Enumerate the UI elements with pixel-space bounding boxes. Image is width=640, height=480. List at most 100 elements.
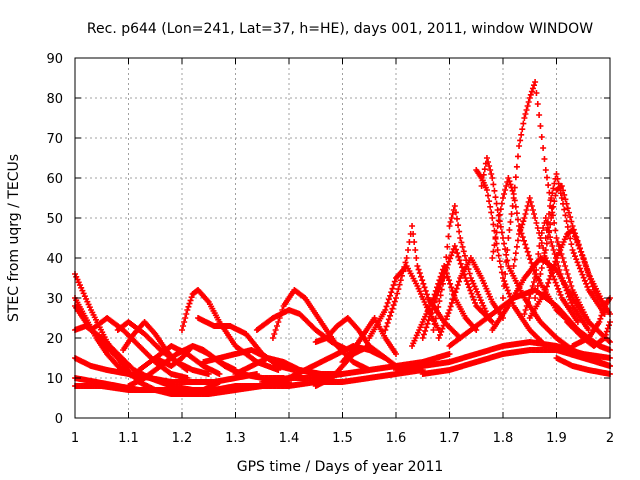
data-point (393, 351, 399, 357)
data-point (552, 227, 559, 234)
data-point (387, 312, 394, 319)
data-point (542, 167, 549, 173)
series-22 (312, 315, 373, 349)
data-point (419, 335, 426, 341)
data-point (402, 259, 409, 266)
data-point (453, 246, 460, 253)
data-point (432, 295, 439, 302)
data-point (512, 250, 519, 257)
data-point (184, 367, 191, 373)
data-point (491, 187, 498, 194)
data-point (506, 227, 513, 233)
data-point (519, 126, 526, 133)
data-point (543, 174, 550, 181)
data-point (445, 277, 452, 284)
x-tick-label: 1.7 (439, 431, 460, 446)
data-point (387, 292, 394, 299)
data-point (545, 182, 552, 189)
data-point (564, 271, 571, 277)
data-point (540, 145, 547, 151)
y-axis-title: STEC from uqrg / TECUs (6, 154, 22, 322)
data-point (464, 281, 471, 288)
data-point (553, 282, 560, 289)
data-point (448, 284, 455, 291)
data-point (512, 174, 519, 181)
data-point (579, 271, 586, 278)
data-point (529, 85, 536, 92)
data-point (383, 303, 390, 310)
data-point (431, 299, 438, 306)
data-point (485, 192, 492, 199)
data-point (453, 285, 460, 292)
data-point (569, 247, 576, 253)
data-point (514, 153, 521, 160)
series-30 (435, 255, 506, 341)
data-point (275, 319, 282, 325)
data-point (529, 207, 536, 213)
data-point (448, 252, 455, 259)
data-point (568, 241, 575, 248)
data-point (448, 215, 455, 221)
data-point (502, 187, 509, 193)
data-point (187, 297, 194, 304)
data-point (445, 233, 452, 240)
data-point (555, 285, 562, 292)
data-point (438, 328, 445, 335)
data-markers (72, 79, 613, 397)
data-point (469, 293, 476, 300)
data-point (531, 211, 538, 217)
data-point (524, 248, 531, 255)
data-point (385, 316, 392, 323)
data-point (451, 292, 458, 299)
data-point (488, 171, 495, 177)
data-point (436, 331, 443, 338)
data-point (572, 253, 579, 260)
data-point (456, 257, 463, 264)
data-point (524, 103, 531, 109)
data-point (538, 134, 545, 140)
data-point (438, 286, 445, 293)
data-point (435, 303, 442, 310)
x-tick-label: 1.8 (493, 431, 514, 446)
data-point (440, 322, 447, 329)
data-point (269, 335, 276, 341)
data-point (575, 262, 582, 269)
data-point (563, 267, 570, 273)
data-point (487, 167, 494, 173)
data-point (468, 290, 475, 297)
data-point (487, 203, 494, 210)
y-tick-label: 90 (46, 52, 63, 67)
data-point (523, 207, 530, 213)
data-point (430, 303, 437, 309)
data-point (385, 296, 392, 303)
data-point (273, 323, 280, 329)
data-point (388, 289, 395, 296)
data-point (526, 95, 533, 101)
data-point (426, 313, 433, 320)
data-point (532, 79, 539, 85)
data-point (272, 327, 279, 333)
data-point (454, 282, 461, 289)
data-point (432, 315, 439, 322)
data-point (413, 255, 420, 261)
data-point (409, 223, 416, 229)
data-point (549, 243, 556, 249)
y-tick-labels: 0 10 20 30 40 50 60 70 80 90 (46, 52, 63, 427)
x-tick-label: 1.5 (332, 431, 353, 446)
y-tick-label: 10 (46, 372, 63, 387)
data-point (422, 287, 429, 294)
series-29 (430, 203, 490, 333)
data-point (573, 256, 580, 263)
y-tick-label: 60 (46, 172, 63, 187)
series-12 (152, 343, 239, 373)
data-point (411, 239, 418, 245)
data-point (434, 309, 441, 316)
data-point (489, 215, 496, 221)
data-point (520, 237, 527, 244)
data-point (500, 295, 506, 301)
data-point (441, 319, 448, 326)
data-point (436, 298, 443, 305)
data-point (503, 251, 510, 258)
data-point (384, 299, 391, 306)
data-point (403, 255, 410, 261)
